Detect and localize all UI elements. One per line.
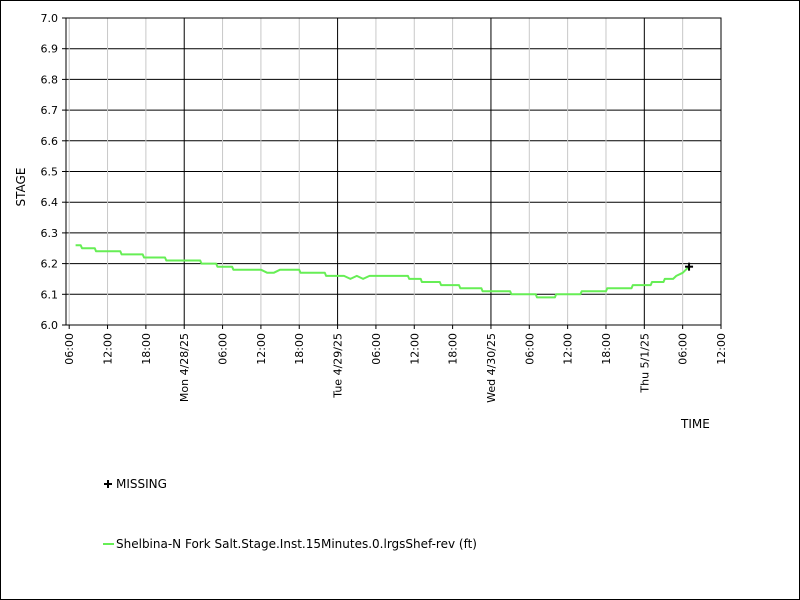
- x-tick-label: 12:00: [715, 333, 728, 365]
- y-tick-label: 7.0: [41, 12, 59, 25]
- x-tick-label: Mon 4/28/25: [178, 333, 191, 402]
- y-tick-label: 6.8: [41, 73, 59, 86]
- series-line: [75, 244, 690, 299]
- legend-item: MISSING: [104, 477, 167, 491]
- y-tick-label: 6.4: [41, 196, 59, 209]
- y-axis-title: STAGE: [14, 168, 28, 207]
- x-tick-label: 12:00: [255, 333, 268, 365]
- y-tick-label: 6.7: [41, 104, 59, 117]
- y-tick-label: 6.5: [41, 166, 59, 179]
- y-tick-label: 6.6: [41, 135, 59, 148]
- x-tick-label: 06:00: [217, 333, 230, 365]
- x-tick-label: 06:00: [523, 333, 536, 365]
- x-tick-label: 12:00: [562, 333, 575, 365]
- legend-label: Shelbina-N Fork Salt.Stage.Inst.15Minute…: [116, 537, 477, 551]
- x-tick-label: Wed 4/30/25: [485, 333, 498, 403]
- y-tick-label: 6.9: [41, 43, 59, 56]
- y-axis: 6.0 6.1 6.2 6.3 6.4 6.5 6.6 6.7 6.8 6.9 7.0: [41, 12, 66, 332]
- x-tick-label: 18:00: [140, 333, 153, 365]
- x-tick-label: Thu 5/1/25: [638, 333, 651, 394]
- x-tick-label: Tue 4/29/25: [332, 333, 345, 399]
- y-tick-label: 6.2: [41, 258, 59, 271]
- legend-item: Shelbina-N Fork Salt.Stage.Inst.15Minute…: [103, 537, 477, 551]
- y-tick-label: 6.0: [41, 319, 59, 332]
- x-tick-label: 18:00: [293, 333, 306, 365]
- y-tick-label: 6.3: [41, 227, 59, 240]
- legend: MISSING Shelbina-N Fork Salt.Stage.Inst.1…: [103, 477, 477, 551]
- x-tick-label: 06:00: [370, 333, 383, 365]
- missing-marker: [685, 262, 694, 271]
- x-axis-title: TIME: [680, 417, 710, 431]
- x-axis: 06:00 12:00 18:00 Mon 4/28/25 06:00 12:00 18:0…: [63, 325, 728, 403]
- x-tick-label: 12:00: [102, 333, 115, 365]
- y-tick-label: 6.1: [41, 288, 59, 301]
- legend-label: MISSING: [116, 477, 167, 491]
- x-tick-label: 18:00: [447, 333, 460, 365]
- series-layer: [75, 244, 694, 299]
- x-tick-label: 12:00: [408, 333, 421, 365]
- x-tick-label: 06:00: [63, 333, 76, 365]
- x-tick-label: 18:00: [600, 333, 613, 365]
- x-tick-label: 06:00: [677, 333, 690, 365]
- plot-border: [65, 17, 722, 326]
